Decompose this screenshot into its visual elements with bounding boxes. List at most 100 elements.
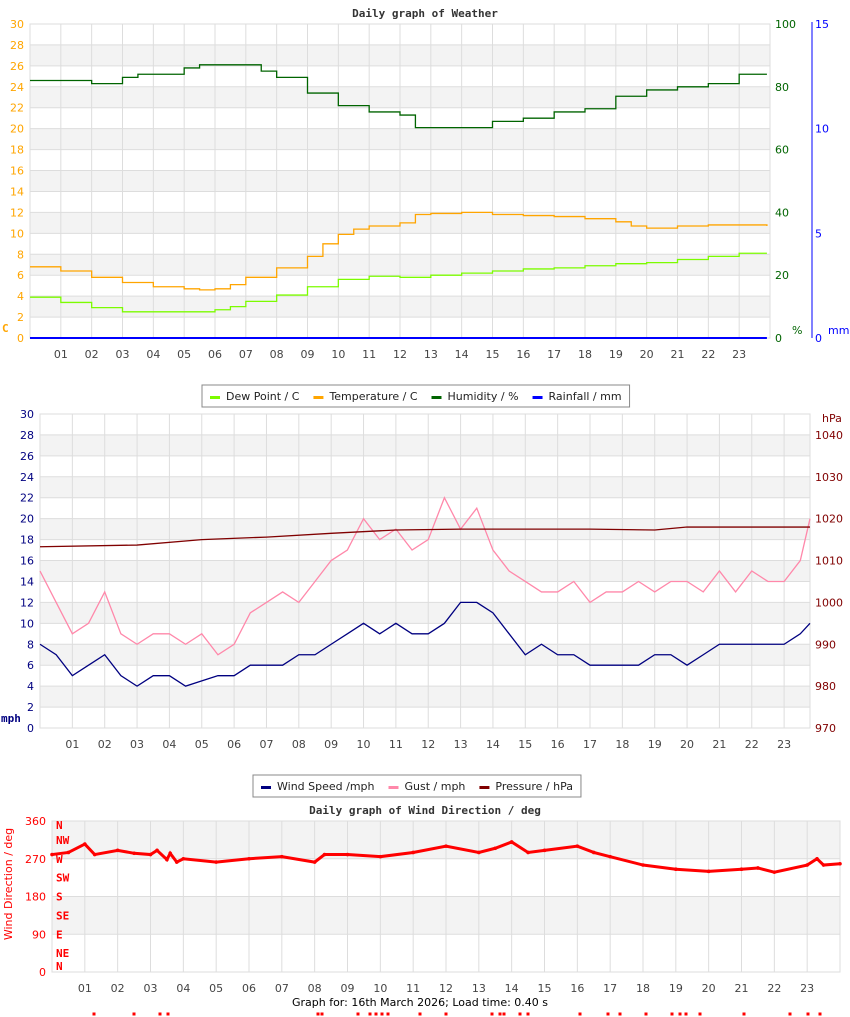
x-tick-label: 13 (454, 738, 468, 751)
marker-dot (490, 1012, 494, 1016)
grid-band (40, 434, 810, 456)
x-tick-label: 12 (421, 738, 435, 751)
grid-band (40, 644, 810, 666)
x-tick-label: 22 (701, 348, 715, 361)
x-tick-label: 14 (486, 738, 500, 751)
direction-point (312, 860, 317, 864)
footer-text: Graph for: 16th March 2026; Load time: 0… (292, 996, 548, 1009)
x-tick-label: 14 (505, 982, 519, 995)
x-tick-label: 10 (331, 348, 345, 361)
marker-dot (670, 1012, 674, 1016)
y-tick-label: 180 (25, 891, 46, 904)
x-tick-label: 16 (551, 738, 565, 751)
wind-direction-chart: 0 90 180 270 360 01 02 03 04 05 06 07 08 09 10 11 12 13 14… (25, 815, 842, 995)
direction-point (181, 856, 186, 861)
x-tick-label: 17 (547, 348, 561, 361)
x-tick-label: 10 (357, 738, 371, 751)
legend-label: Pressure / hPa (495, 780, 573, 793)
marker-dot (526, 1012, 530, 1016)
y-tick-label: 24 (20, 471, 34, 484)
direction-point (805, 863, 809, 867)
marker-dot (644, 1012, 648, 1016)
y-tick-label: 20 (20, 513, 34, 526)
x-tick-label: 03 (144, 982, 158, 995)
marker-dot (606, 1012, 610, 1016)
x-tick-label: 21 (735, 982, 749, 995)
marker-dot (92, 1012, 96, 1016)
x-tick-label: 18 (636, 982, 650, 995)
x-tick-label: 01 (65, 738, 79, 751)
right-tick-label: 60 (775, 144, 789, 157)
x-tick-label: 06 (227, 738, 241, 751)
chart1-title: Daily graph of Weather (352, 7, 498, 20)
legend-label: Humidity / % (448, 390, 519, 403)
x-tick-label: 02 (111, 982, 125, 995)
x-tick-label: 18 (578, 348, 592, 361)
direction-point (174, 860, 179, 864)
x-tick-label: 06 (242, 982, 256, 995)
right-tick-label: 980 (815, 680, 836, 693)
right-tick-label: 40 (775, 206, 789, 219)
direction-point (526, 850, 530, 855)
y-tick-label: 4 (27, 680, 34, 693)
grid-band (40, 602, 810, 624)
x-tick-label: 23 (800, 982, 814, 995)
chart3-title: Daily graph of Wind Direction / deg (309, 804, 541, 817)
direction-point (838, 861, 842, 866)
marker-dot (316, 1012, 320, 1016)
x-tick-label: 05 (209, 982, 223, 995)
x-tick-label: 20 (640, 348, 654, 361)
y-tick-label: 10 (20, 617, 34, 630)
x-tick-label: 08 (308, 982, 322, 995)
x-tick-label: 15 (518, 738, 532, 751)
direction-point (641, 863, 645, 867)
chart3-ylabel: Wind Direction / deg (2, 828, 15, 940)
y-tick-label: 0 (27, 722, 34, 735)
marker-dot (356, 1012, 360, 1016)
y-tick-label: 18 (20, 534, 34, 547)
humidity-line (30, 64, 767, 129)
legend-label: Temperature / C (328, 390, 417, 403)
x-tick-label: 04 (162, 738, 176, 751)
x-tick-label: 10 (373, 982, 387, 995)
y-tick-label: 90 (32, 928, 46, 941)
legend-swatch (388, 786, 399, 789)
y-tick-label: 8 (17, 248, 24, 261)
direction-point (815, 856, 819, 861)
y-tick-label: 24 (10, 81, 24, 94)
legends: Dew Point / C Temperature / C Humidity / %… (201, 384, 631, 798)
x-tick-label: 08 (270, 348, 284, 361)
x-tick-label: 12 (393, 348, 407, 361)
x-tick-label: 03 (116, 348, 130, 361)
x-tick-label: 19 (648, 738, 662, 751)
x-tick-label: 21 (671, 348, 685, 361)
right-tick-label: 20 (775, 269, 789, 282)
x-tick-label: 23 (732, 348, 746, 361)
direction-point (608, 854, 612, 859)
x-tick-label: 05 (177, 348, 191, 361)
direction-point (706, 869, 711, 874)
x-tick-label: 22 (745, 738, 759, 751)
marker-dot (518, 1012, 522, 1016)
compass-label: E (56, 928, 63, 941)
y-tick-label: 0 (39, 966, 46, 979)
legend-label: Wind Speed /mph (277, 780, 375, 793)
legend-swatch (261, 786, 271, 789)
y-tick-label: 26 (10, 60, 24, 73)
marker-dot (374, 1012, 378, 1016)
x-tick-label: 13 (424, 348, 438, 361)
grid-band (40, 476, 810, 498)
direction-point (411, 850, 415, 855)
right-axis-unit: hPa (822, 412, 842, 425)
direction-point (247, 856, 251, 861)
marker-dot (444, 1012, 448, 1016)
x-tick-label: 08 (292, 738, 306, 751)
x-tick-label: 20 (702, 982, 716, 995)
x-tick-label: 04 (176, 982, 190, 995)
marker-dot (386, 1012, 390, 1016)
x-tick-label: 17 (583, 738, 597, 751)
x-tick-label: 13 (472, 982, 486, 995)
grid-band (40, 686, 810, 708)
direction-point (322, 852, 327, 857)
grid-band (40, 560, 810, 582)
